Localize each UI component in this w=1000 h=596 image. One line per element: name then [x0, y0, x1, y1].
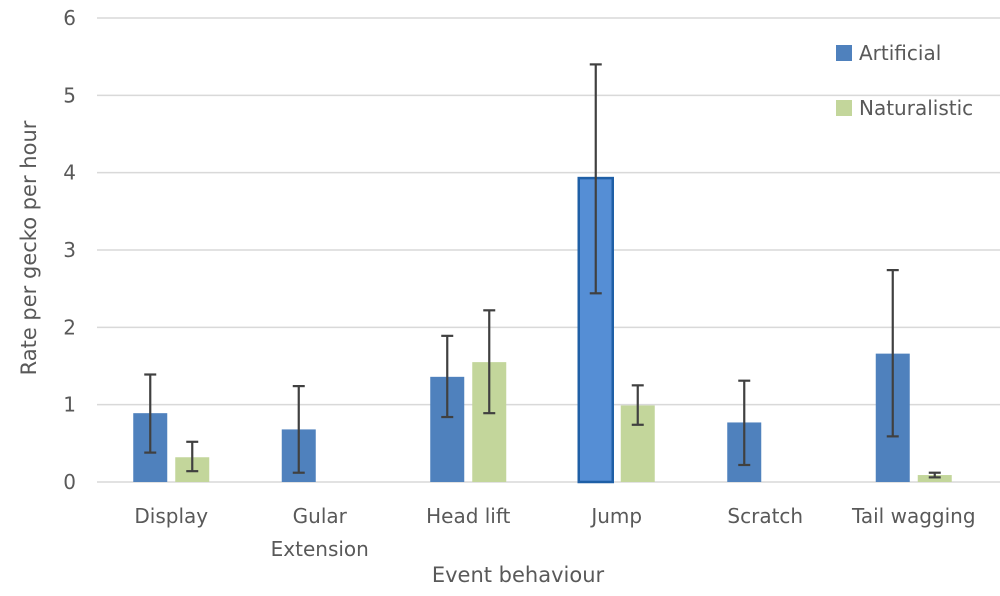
bars [133, 176, 952, 484]
x-tick-label: Scratch [727, 504, 803, 528]
gridlines [97, 17, 1000, 483]
bar-artificial-jump [577, 176, 614, 484]
y-tick-label: 0 [63, 470, 76, 494]
x-tick-label: Tail wagging [851, 504, 976, 528]
y-axis-ticks: 0 1 2 3 4 5 6 [63, 6, 76, 494]
error-bars [144, 63, 941, 479]
error-bar [928, 471, 941, 479]
bar-naturalistic-tail-wagging [917, 475, 952, 482]
y-tick-label: 5 [63, 83, 76, 107]
legend-label-naturalistic: Naturalistic [859, 96, 973, 120]
legend-swatch-naturalistic [836, 100, 852, 116]
x-axis-title: Event behaviour [432, 563, 605, 587]
x-tick-label: Display [134, 504, 208, 528]
error-bar [292, 385, 305, 474]
x-tick-label: Head lift [426, 504, 510, 528]
error-bar [144, 373, 157, 454]
x-tick-label: Gular [293, 504, 348, 528]
y-tick-label: 3 [63, 238, 76, 262]
error-bar [886, 269, 899, 438]
y-tick-label: 6 [63, 6, 76, 30]
y-tick-label: 2 [63, 315, 76, 339]
error-bar [738, 379, 751, 467]
x-axis-categories: Display Gular Extension Head lift Jump Scratc… [134, 504, 975, 561]
error-bar [186, 440, 199, 473]
x-tick-label: Jump [589, 504, 642, 528]
error-bar [631, 384, 644, 426]
error-bar [483, 309, 496, 415]
legend-swatch-artificial [836, 45, 852, 61]
legend-label-artificial: Artificial [859, 41, 941, 65]
y-tick-label: 1 [63, 393, 76, 417]
y-axis-title: Rate per gecko per hour [17, 120, 41, 375]
x-tick-label: Extension [271, 537, 369, 561]
error-bar [441, 334, 454, 419]
error-bar [589, 63, 602, 295]
y-tick-label: 4 [63, 161, 76, 185]
legend: Artificial Naturalistic [836, 41, 973, 120]
